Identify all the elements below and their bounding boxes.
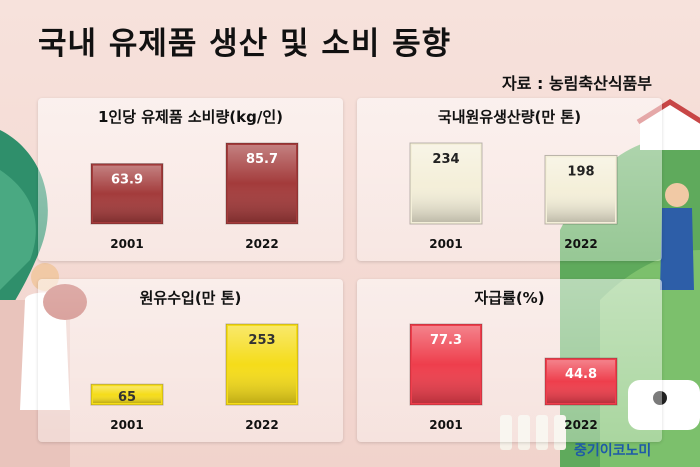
category-label: 2022 — [564, 237, 597, 251]
bar-chart: 원유수입(만 톤) 65 2001 253 2022 — [90, 289, 299, 432]
chart-panel-domestic-production: 국내원유생산량(만 톤) 234 2001 198 2022 — [357, 98, 662, 261]
page-title: 국내 유제품 생산 및 소비 동향 — [38, 26, 452, 62]
bar-bevel — [412, 326, 480, 403]
chart-title: 국내원유생산량(만 톤) — [438, 108, 581, 126]
brand-logo: 중기이코노미 — [574, 443, 652, 459]
bar-bevel — [93, 165, 161, 222]
chart-panel-self-sufficiency: 자급률(%) 77.3 2001 44.8 2022 — [357, 279, 662, 442]
bar-value-label: 77.3 — [430, 333, 462, 348]
bar-value-label: 253 — [248, 333, 275, 348]
chart-title: 1인당 유제품 소비량(kg/인) — [98, 108, 283, 126]
category-label: 2001 — [110, 418, 143, 432]
bar-value-label: 63.9 — [111, 173, 143, 188]
bar-value-label: 65 — [118, 390, 136, 405]
category-label: 2022 — [564, 418, 597, 432]
category-label: 2022 — [245, 418, 278, 432]
category-label: 2022 — [245, 237, 278, 251]
category-label: 2001 — [110, 237, 143, 251]
category-label: 2001 — [429, 237, 462, 251]
category-label: 2001 — [429, 418, 462, 432]
chart-title: 원유수입(만 톤) — [140, 289, 242, 307]
bar-value-label: 85.7 — [246, 152, 278, 167]
bar-bevel — [228, 326, 296, 403]
bar-chart: 국내원유생산량(만 톤) 234 2001 198 2022 — [409, 108, 618, 251]
bar-chart: 1인당 유제품 소비량(kg/인) 63.9 2001 85.7 2022 — [90, 108, 299, 251]
bar-bevel — [93, 386, 161, 403]
chart-title: 자급률(%) — [474, 289, 544, 307]
chart-panel-consumption: 1인당 유제품 소비량(kg/인) 63.9 2001 85.7 2022 — [38, 98, 343, 261]
bar-bevel — [228, 145, 296, 222]
bar-value-label: 234 — [432, 152, 459, 167]
bar-bevel — [547, 360, 615, 403]
bar-chart: 자급률(%) 77.3 2001 44.8 2022 — [409, 289, 618, 432]
bar-value-label: 198 — [567, 164, 594, 179]
bar-bevel — [412, 145, 480, 222]
chart-panel-raw-milk-import: 원유수입(만 톤) 65 2001 253 2022 — [38, 279, 343, 442]
source-note: 자료 : 농림축산식품부 — [501, 74, 652, 93]
bar-value-label: 44.8 — [565, 367, 597, 382]
bar-bevel — [547, 157, 615, 222]
